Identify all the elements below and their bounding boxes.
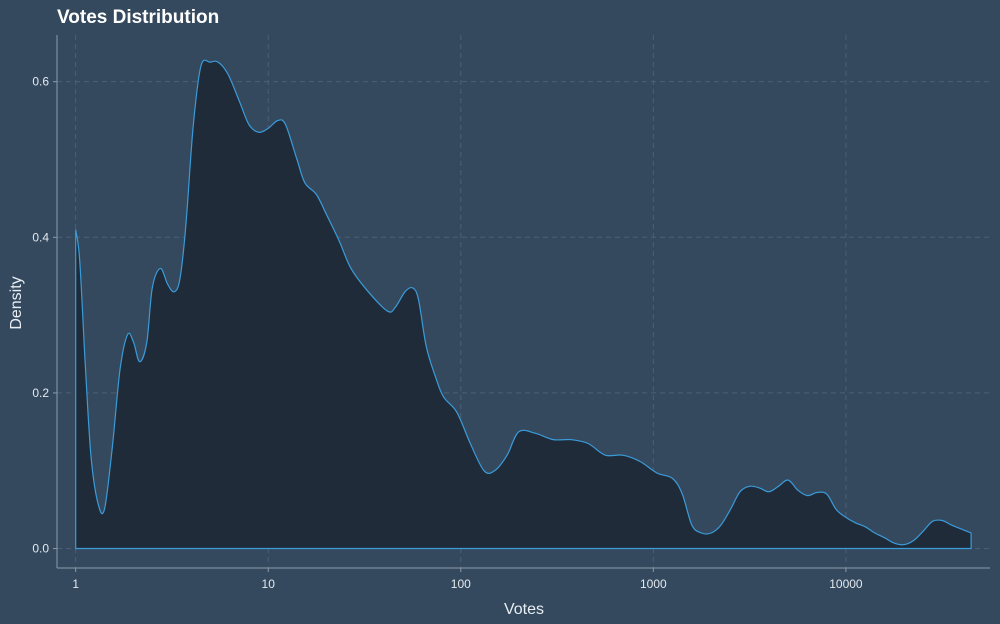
- x-tick-label: 1: [72, 577, 79, 591]
- x-tick-label: 10000: [829, 577, 863, 591]
- y-axis-title: Density: [8, 276, 25, 329]
- y-tick-label: 0.0: [32, 542, 49, 556]
- axes: [53, 35, 990, 572]
- tick-labels: 1 10 100 1000 10000 0.0 0.2 0.4 0.6: [32, 75, 863, 591]
- y-tick-label: 0.6: [32, 75, 49, 89]
- x-axis-title: Votes: [504, 601, 544, 618]
- x-tick-label: 10: [262, 577, 276, 591]
- density-area: [75, 59, 972, 550]
- density-series: [75, 59, 972, 550]
- y-tick-label: 0.4: [32, 230, 49, 244]
- y-tick-label: 0.2: [32, 386, 49, 400]
- chart-title: Votes Distribution: [57, 7, 219, 28]
- x-tick-label: 1000: [640, 577, 667, 591]
- x-tick-label: 100: [451, 577, 471, 591]
